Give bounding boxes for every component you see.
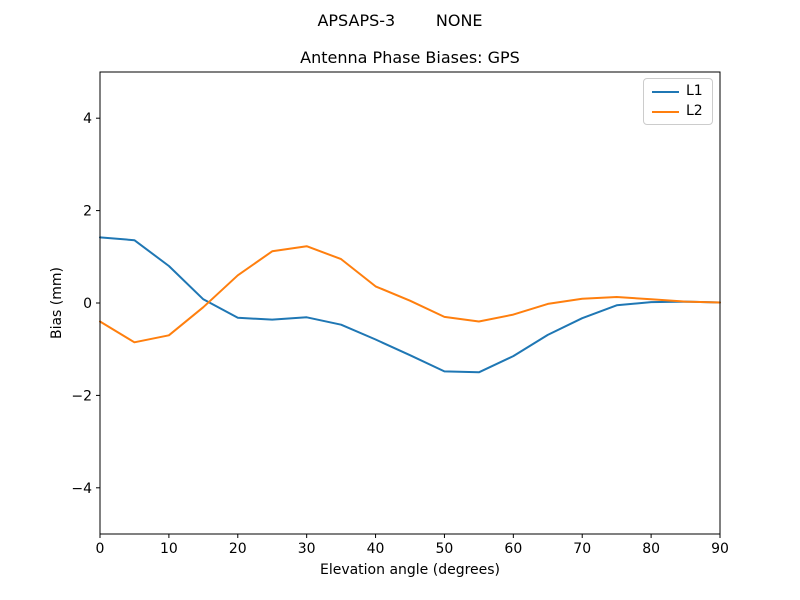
x-tick-label: 10 [160,541,178,557]
x-tick-label: 50 [436,541,454,557]
x-tick-label: 90 [711,541,729,557]
x-tick-label: 0 [96,541,105,557]
legend-line-sample-l1 [652,90,679,93]
legend-label-l2: L2 [686,103,703,119]
y-tick-label: 0 [83,296,92,312]
series-line-l1 [99,236,721,374]
y-tick-label: 2 [83,204,92,220]
legend: L1 L2 [643,78,713,125]
y-tick-label: 4 [83,111,92,127]
legend-item-l2: L2 [652,104,703,119]
y-axis-label: Bias (mm) [49,266,65,340]
axes-title: Antenna Phase Biases: GPS [300,48,520,67]
x-tick-label: 80 [642,541,660,557]
y-tick-label: −4 [71,481,92,497]
x-tick-label: 40 [367,541,385,557]
x-tick-label: 30 [298,541,316,557]
series-line-l2 [99,245,721,344]
x-axis-label: Elevation angle (degrees) [319,562,501,578]
x-tick-label: 70 [573,541,591,557]
figure-suptitle: APSAPS-3 NONE [317,11,483,30]
legend-label-l1: L1 [686,83,703,99]
x-tick-label: 20 [229,541,247,557]
x-tick-label: 60 [504,541,522,557]
legend-line-sample-l2 [652,110,679,113]
y-tick-label: −2 [71,388,92,404]
axes-border [99,71,721,535]
legend-item-l1: L1 [652,84,703,99]
